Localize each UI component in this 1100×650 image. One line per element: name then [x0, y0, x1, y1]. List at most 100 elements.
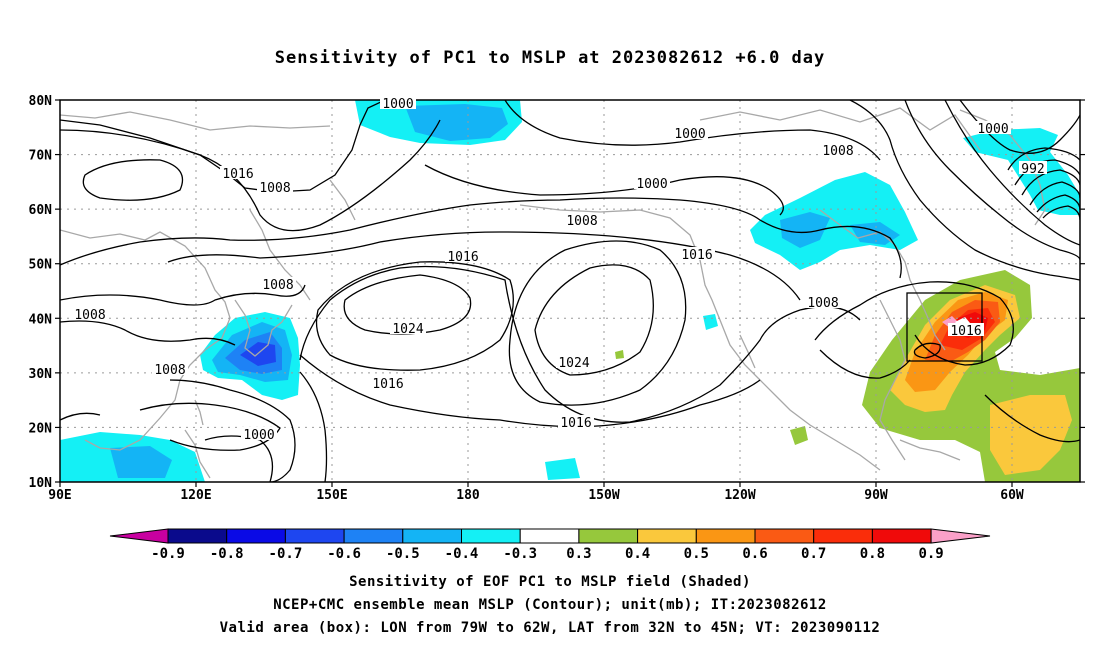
- figure-title: Sensitivity of PC1 to MSLP at 2023082612…: [274, 48, 826, 68]
- isobar-label: 1016: [222, 167, 253, 182]
- colorbar-label: 0.8: [860, 546, 885, 562]
- colorbar-box: [167, 528, 228, 544]
- colorbar-box: [754, 528, 815, 544]
- lon-label: 120W: [724, 488, 755, 503]
- isobar-label: 1008: [154, 363, 185, 378]
- isobar-path: [167, 231, 801, 301]
- isobar-path: [1007, 147, 1080, 171]
- isobar-label: 1000: [977, 122, 1008, 137]
- isobar-label-bg: [805, 295, 841, 308]
- isobar-path: [1021, 169, 1080, 196]
- isobar-label-bg: [634, 176, 670, 189]
- isobar-label: 1000: [674, 127, 705, 142]
- isobar-path: [60, 320, 236, 346]
- longitude-axis: 90E 120E 150E 180 150W 120W 90W 60W: [48, 482, 1024, 503]
- isobar-path: [984, 394, 1080, 443]
- colorbar-box: [871, 528, 932, 544]
- isobar-label-bg: [220, 166, 256, 179]
- isobar-label: 1008: [807, 296, 838, 311]
- isobar-label-bg: [1019, 161, 1047, 174]
- map-frame: [59, 99, 1081, 483]
- colorbar-box: [578, 528, 639, 544]
- isobar-label-bg: [558, 415, 594, 428]
- neg-shade-pacific: [545, 458, 580, 480]
- colorbar-box: [226, 528, 286, 544]
- colorbar-label: 0.5: [684, 546, 709, 562]
- isobar-path: [1036, 194, 1080, 213]
- lon-label: 90W: [864, 488, 888, 503]
- isobar-path: [139, 402, 281, 451]
- colorbar-label: -0.9: [151, 546, 185, 562]
- isobar-path: [299, 371, 328, 482]
- isobar-label-bg: [241, 427, 277, 440]
- colorbar-box: [695, 528, 756, 544]
- colorbar-box: [402, 528, 462, 544]
- isobar-label-bg: [820, 143, 856, 156]
- coast-caribbean: [899, 439, 961, 461]
- isobar-path: [819, 349, 911, 379]
- isobar-path: [60, 284, 306, 306]
- isobar-path: [315, 261, 514, 371]
- colorbar-label: -0.4: [445, 546, 479, 562]
- colorbar-label: -0.3: [503, 546, 537, 562]
- coast-us-east: [879, 299, 906, 461]
- isobar-label-bg: [556, 355, 592, 368]
- colorbar-box: [461, 528, 521, 544]
- isobar-label: 1016: [560, 416, 591, 431]
- colorbar-label: -0.6: [327, 546, 361, 562]
- isobar-path: [849, 100, 1080, 281]
- isobar-label: 1008: [822, 144, 853, 159]
- isobar-label-bg: [445, 249, 481, 262]
- colorbar-label: 0.6: [742, 546, 767, 562]
- neg-shade-canada-core: [780, 212, 830, 248]
- colorbar-label: -0.7: [269, 546, 303, 562]
- lat-label: 50N: [29, 258, 53, 273]
- colorbar-box: [343, 528, 404, 544]
- isobar-label-bg: [260, 277, 296, 290]
- isobar-label: 1008: [262, 278, 293, 293]
- coastline-layer: [60, 107, 1046, 479]
- colorbar-label: -0.8: [210, 546, 244, 562]
- coast-alaska: [519, 204, 881, 471]
- coast-greenland: [959, 109, 1046, 226]
- isobar-label-bg: [152, 362, 188, 375]
- colorbar-box: [284, 528, 345, 544]
- colorbar-label: 0.4: [625, 546, 650, 562]
- isobar-label-bg: [380, 96, 416, 109]
- isobar-label-bg: [257, 180, 293, 193]
- isobar-label: 992: [1021, 162, 1044, 177]
- isobar-label: 1016: [681, 248, 712, 263]
- isobar-path: [299, 265, 861, 423]
- isobar-path: [504, 100, 881, 161]
- isobar-path: [1042, 205, 1080, 221]
- coast-canada-arctic: [699, 107, 981, 151]
- caption-line-1: Sensitivity of EOF PC1 to MSLP field (Sh…: [349, 574, 751, 590]
- isobar-label-bg: [948, 323, 984, 336]
- colorbar-box: [813, 528, 873, 544]
- lon-label: 150W: [588, 488, 619, 503]
- isobar-label: 1016: [950, 324, 981, 339]
- colorbar-label: 0.9: [918, 546, 943, 562]
- isobar-path: [60, 119, 441, 232]
- colorbar: -0.9 -0.8 -0.7 -0.6 -0.5 -0.4 -0.3 0.3 0.4 0.5 0.6…: [109, 528, 991, 562]
- lat-label: 80N: [29, 94, 53, 109]
- isobar-label-bg: [370, 376, 406, 389]
- coast-japan: [234, 299, 293, 357]
- isobar-path: [60, 197, 902, 279]
- isobar-path: [913, 342, 941, 359]
- isobar-label: 1000: [636, 177, 667, 192]
- isobar-label: 1000: [382, 97, 413, 112]
- coast-baja: [739, 334, 756, 369]
- isobar-path: [60, 412, 101, 421]
- lon-label: 60W: [1000, 488, 1024, 503]
- gridlines: [60, 100, 1080, 482]
- lon-label: 180: [456, 488, 480, 503]
- colorbar-label: 0.7: [801, 546, 826, 562]
- pos-shade-pacific-dot: [615, 350, 624, 359]
- lat-label: 70N: [29, 149, 53, 164]
- latitude-axis: 80N 70N 60N 50N 40N 30N 20N 10N: [29, 94, 1085, 491]
- isobar-label-bg: [390, 321, 426, 334]
- colorbar-box: [519, 528, 580, 544]
- pos-shade-caribbean: [790, 426, 808, 445]
- coast-philippines: [184, 429, 211, 479]
